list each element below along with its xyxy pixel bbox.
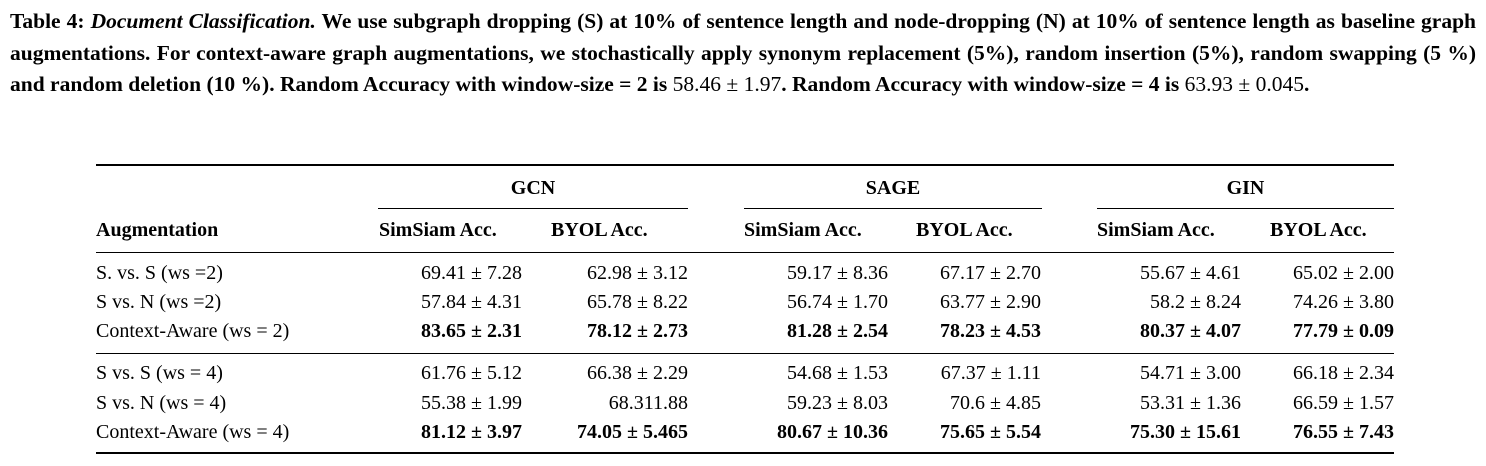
table-cell: 81.12 ± 3.97 <box>421 421 522 443</box>
caption-topic: Document Classification. <box>90 9 316 33</box>
table-cell: 54.71 ± 3.00 <box>1140 362 1241 384</box>
table-cell: 77.79 ± 0.09 <box>1293 320 1394 342</box>
group-rule-gin <box>1097 208 1394 209</box>
table-cell: 80.67 ± 10.36 <box>777 421 888 443</box>
caption-random-acc-ws2: 58.46 ± 1.97 <box>672 72 782 96</box>
table-top-rule <box>96 164 1394 166</box>
table-cell: 55.38 ± 1.99 <box>421 392 522 414</box>
table-cell: 78.23 ± 4.53 <box>940 320 1041 342</box>
row-label: S vs. S (ws = 4) <box>96 362 223 384</box>
column-header-gin-byol: BYOL Acc. <box>1270 219 1367 241</box>
table-cell: 57.84 ± 4.31 <box>421 291 522 313</box>
column-header-augmentation: Augmentation <box>96 219 219 241</box>
table-cell: 63.77 ± 2.90 <box>940 291 1041 313</box>
header-bottom-rule <box>96 252 1394 253</box>
table-cell: 74.05 ± 5.465 <box>577 421 688 443</box>
table-cell: 81.28 ± 2.54 <box>787 320 888 342</box>
table-cell: 61.76 ± 5.12 <box>421 362 522 384</box>
group-rule-sage <box>744 208 1042 209</box>
block-separator-rule <box>96 353 1394 354</box>
group-rule-gcn <box>378 208 688 209</box>
table-cell: 75.30 ± 15.61 <box>1130 421 1241 443</box>
row-label: Context-Aware (ws = 2) <box>96 320 290 342</box>
column-header-gin-simsiam: SimSiam Acc. <box>1097 219 1215 241</box>
table-cell: 66.59 ± 1.57 <box>1293 392 1394 414</box>
table-cell: 53.31 ± 1.36 <box>1140 392 1241 414</box>
caption-text-3: . <box>1303 72 1310 96</box>
table-cell: 66.38 ± 2.29 <box>587 362 688 384</box>
table-cell: 76.55 ± 7.43 <box>1293 421 1394 443</box>
table-cell: 54.68 ± 1.53 <box>787 362 888 384</box>
caption-text-2: . Random Accuracy with window-size = 4 i… <box>781 72 1180 96</box>
row-label: S vs. N (ws =2) <box>96 291 222 313</box>
table-cell: 78.12 ± 2.73 <box>587 320 688 342</box>
table-cell: 67.37 ± 1.11 <box>940 362 1041 384</box>
table-cell: 69.41 ± 7.28 <box>421 262 522 284</box>
table-cell: 67.17 ± 2.70 <box>940 262 1041 284</box>
group-header-sage: SAGE <box>865 177 921 199</box>
column-header-gcn-simsiam: SimSiam Acc. <box>379 219 497 241</box>
table-cell: 55.67 ± 4.61 <box>1140 262 1241 284</box>
table-cell: 74.26 ± 3.80 <box>1293 291 1394 313</box>
caption-text-1: We use subgraph dropping (S) at 10% of s… <box>10 9 1477 96</box>
column-header-sage-byol: BYOL Acc. <box>916 219 1013 241</box>
row-label: S. vs. S (ws =2) <box>96 262 223 284</box>
table-cell: 59.23 ± 8.03 <box>787 392 888 414</box>
table-cell: 75.65 ± 5.54 <box>940 421 1041 443</box>
caption-random-acc-ws4: 63.93 ± 0.045 <box>1184 72 1304 96</box>
column-header-gcn-byol: BYOL Acc. <box>551 219 648 241</box>
table-cell: 66.18 ± 2.34 <box>1293 362 1394 384</box>
table-cell: 68.311.88 <box>608 392 688 414</box>
table-caption: Table 4: Document Classification. We use… <box>10 6 1476 101</box>
table-bottom-rule <box>96 452 1394 454</box>
table-cell: 59.17 ± 8.36 <box>787 262 888 284</box>
table-cell: 70.6 ± 4.85 <box>950 392 1041 414</box>
row-label: Context-Aware (ws = 4) <box>96 421 290 443</box>
table-cell: 56.74 ± 1.70 <box>787 291 888 313</box>
table-cell: 58.2 ± 8.24 <box>1150 291 1241 313</box>
group-header-gin: GIN <box>1226 177 1265 199</box>
group-header-gcn: GCN <box>510 177 556 199</box>
table-cell: 65.78 ± 8.22 <box>587 291 688 313</box>
table-cell: 65.02 ± 2.00 <box>1293 262 1394 284</box>
column-header-sage-simsiam: SimSiam Acc. <box>744 219 862 241</box>
table-cell: 83.65 ± 2.31 <box>421 320 522 342</box>
caption-label: Table 4: <box>10 9 85 33</box>
row-label: S vs. N (ws = 4) <box>96 392 227 414</box>
table-cell: 80.37 ± 4.07 <box>1140 320 1241 342</box>
table-cell: 62.98 ± 3.12 <box>587 262 688 284</box>
